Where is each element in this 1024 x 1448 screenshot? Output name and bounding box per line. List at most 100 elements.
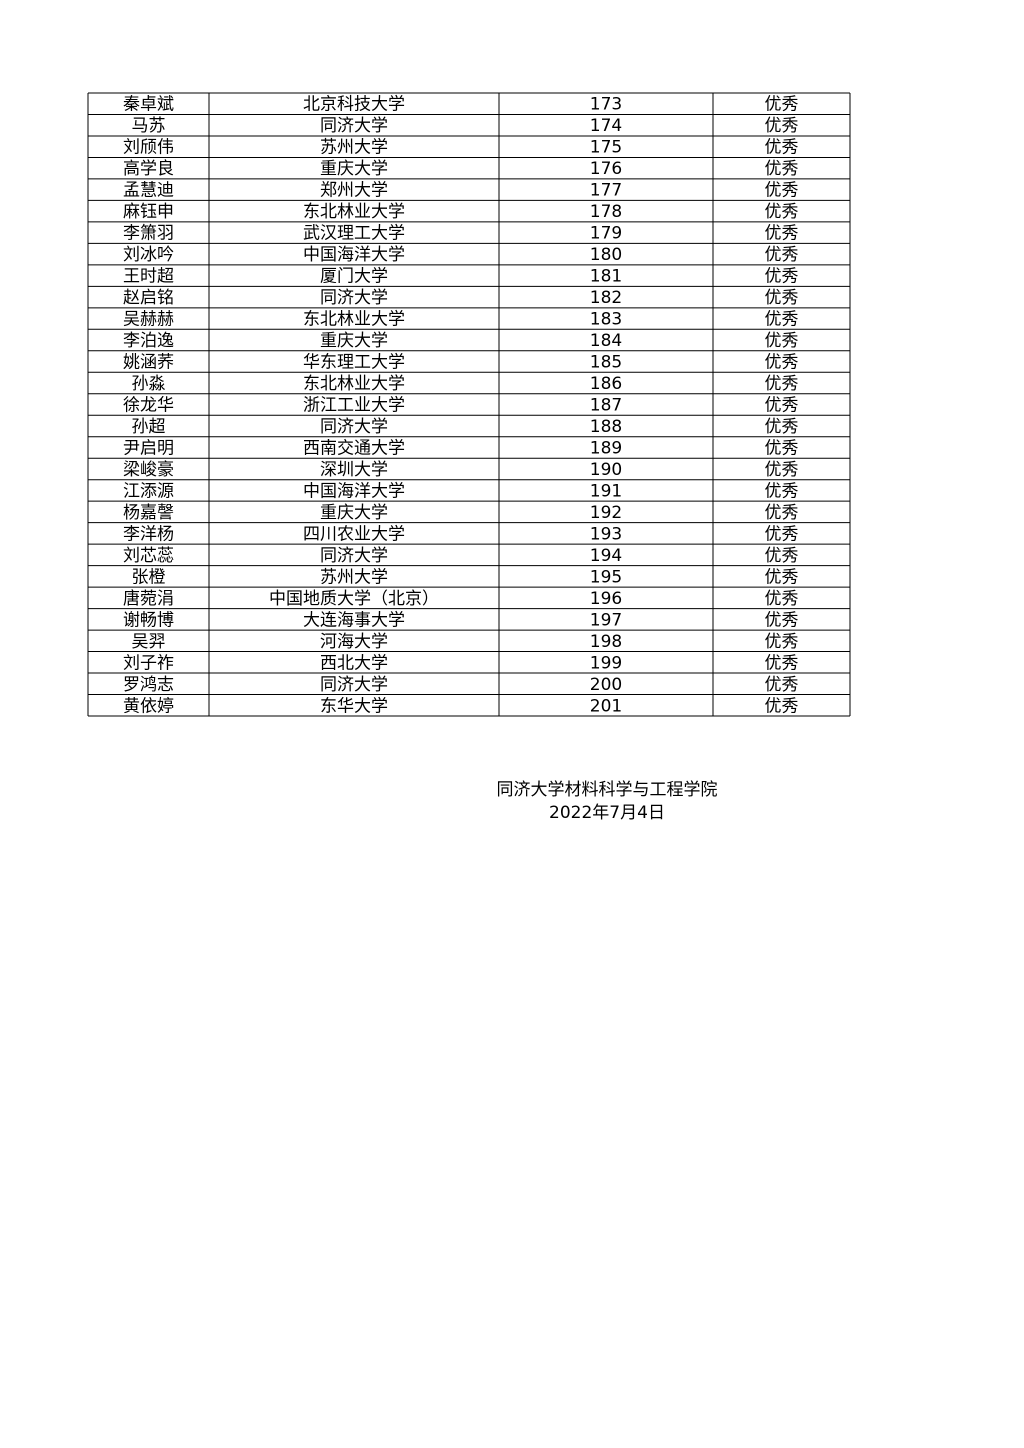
table-cell: 优秀	[765, 224, 799, 244]
table-cell: 198	[590, 632, 622, 652]
table-cell: 同济大学	[320, 546, 388, 566]
table-cell: 苏州大学	[320, 138, 388, 158]
table-cell: 176	[590, 159, 622, 179]
table-cell: 李箫羽	[123, 224, 174, 244]
table-cell: 181	[590, 267, 622, 287]
table-cell: 秦卓斌	[123, 95, 174, 115]
table-cell: 优秀	[765, 589, 799, 609]
table-cell: 183	[590, 310, 622, 330]
table-cell: 中国海洋大学	[303, 245, 405, 265]
table-cell: 优秀	[765, 181, 799, 201]
table-cell: 深圳大学	[320, 460, 388, 480]
table-cell: 优秀	[765, 95, 799, 115]
table-cell: 优秀	[765, 202, 799, 222]
table-cell: 194	[590, 546, 622, 566]
table-cell: 优秀	[765, 524, 799, 544]
table-cell: 华东理工大学	[303, 353, 405, 373]
table-cell: 郑州大学	[320, 181, 388, 201]
table-cell: 优秀	[765, 460, 799, 480]
table-cell: 优秀	[765, 267, 799, 287]
table-cell: 优秀	[765, 610, 799, 630]
table-cell: 优秀	[765, 438, 799, 458]
table-cell: 重庆大学	[320, 331, 388, 351]
table-cell: 193	[590, 524, 622, 544]
table-cell: 优秀	[765, 481, 799, 501]
table-cell: 191	[590, 481, 622, 501]
table-cell: 优秀	[765, 353, 799, 373]
table-cell: 重庆大学	[320, 159, 388, 179]
table-cell: 201	[590, 696, 622, 716]
table-cell: 梁峻豪	[123, 459, 174, 480]
table-cell: 大连海事大学	[303, 610, 405, 630]
table-cell: 175	[590, 138, 622, 158]
table-cell: 黄依婷	[123, 696, 174, 716]
table-cell: 优秀	[765, 675, 799, 695]
table-cell: 187	[590, 396, 622, 416]
table-cell: 优秀	[765, 653, 799, 673]
table-cell: 195	[590, 567, 622, 587]
table-cell: 173	[590, 95, 622, 115]
table-cell: 孙超	[132, 417, 166, 437]
table-cell: 同济大学	[320, 675, 388, 695]
table-cell: 尹启明	[123, 438, 174, 458]
table-cell: 徐龙华	[123, 396, 174, 416]
table-cell: 张橙	[132, 567, 166, 587]
table-cell: 重庆大学	[320, 503, 388, 523]
table-cell: 优秀	[765, 632, 799, 652]
table-cell: 北京科技大学	[303, 95, 405, 115]
table-cell: 中国海洋大学	[303, 481, 405, 501]
table-cell: 184	[590, 331, 622, 351]
footer-organization: 同济大学材料科学与工程学院	[497, 780, 718, 800]
table-cell: 199	[590, 653, 622, 673]
table-cell: 同济大学	[320, 116, 388, 136]
table-cell: 优秀	[765, 417, 799, 437]
table-cell: 优秀	[765, 396, 799, 416]
table-cell: 刘颀伟	[123, 138, 174, 158]
table-cell: 200	[590, 675, 622, 695]
table-cell: 赵启铭	[123, 288, 174, 308]
table-cell: 东北林业大学	[303, 310, 405, 330]
table-cell: 188	[590, 417, 622, 437]
table-cell: 西南交通大学	[303, 438, 405, 458]
table-cell: 苏州大学	[320, 567, 388, 587]
table-cell: 厦门大学	[320, 267, 388, 287]
table-cell: 孟慧迪	[123, 181, 174, 201]
table-cell: 优秀	[765, 503, 799, 523]
table-cell: 192	[590, 503, 622, 523]
table-cell: 吴赫赫	[123, 310, 174, 330]
table-cell: 东华大学	[320, 696, 388, 716]
table-cell: 东北林业大学	[303, 202, 405, 222]
table-cell: 吴羿	[132, 632, 166, 652]
table-cell: 优秀	[765, 159, 799, 179]
table-cell: 优秀	[765, 288, 799, 308]
table-cell: 196	[590, 589, 622, 609]
table-cell: 190	[590, 460, 622, 480]
table-cell: 武汉理工大学	[303, 224, 405, 244]
table-cell: 优秀	[765, 374, 799, 394]
table-cell: 优秀	[765, 331, 799, 351]
table-cell: 刘子祚	[123, 653, 174, 673]
table-cell: 刘冰吟	[123, 245, 174, 265]
table-cell: 中国地质大学（北京）	[269, 589, 439, 609]
table-cell: 罗鸿志	[123, 675, 174, 695]
table-cell: 江添源	[123, 481, 174, 501]
table-cell: 177	[590, 181, 622, 201]
table-cell: 刘芯蕊	[123, 546, 174, 566]
table-cell: 杨嘉謦	[123, 503, 174, 523]
table-cell: 高学良	[123, 159, 174, 179]
table-cell: 189	[590, 438, 622, 458]
table-cell: 185	[590, 353, 622, 373]
table-cell: 197	[590, 610, 622, 630]
table-cell: 谢畅博	[123, 610, 174, 630]
table-cell: 186	[590, 374, 622, 394]
table-cell: 优秀	[765, 696, 799, 716]
table-cell: 优秀	[765, 546, 799, 566]
table-cell: 优秀	[765, 138, 799, 158]
table-cell: 180	[590, 245, 622, 265]
table-cell: 西北大学	[320, 653, 388, 673]
table-cell: 李泊逸	[123, 331, 174, 351]
table-cell: 唐菀涓	[123, 588, 174, 609]
table-cell: 马苏	[132, 116, 166, 136]
table-cell: 李洋杨	[123, 524, 174, 544]
